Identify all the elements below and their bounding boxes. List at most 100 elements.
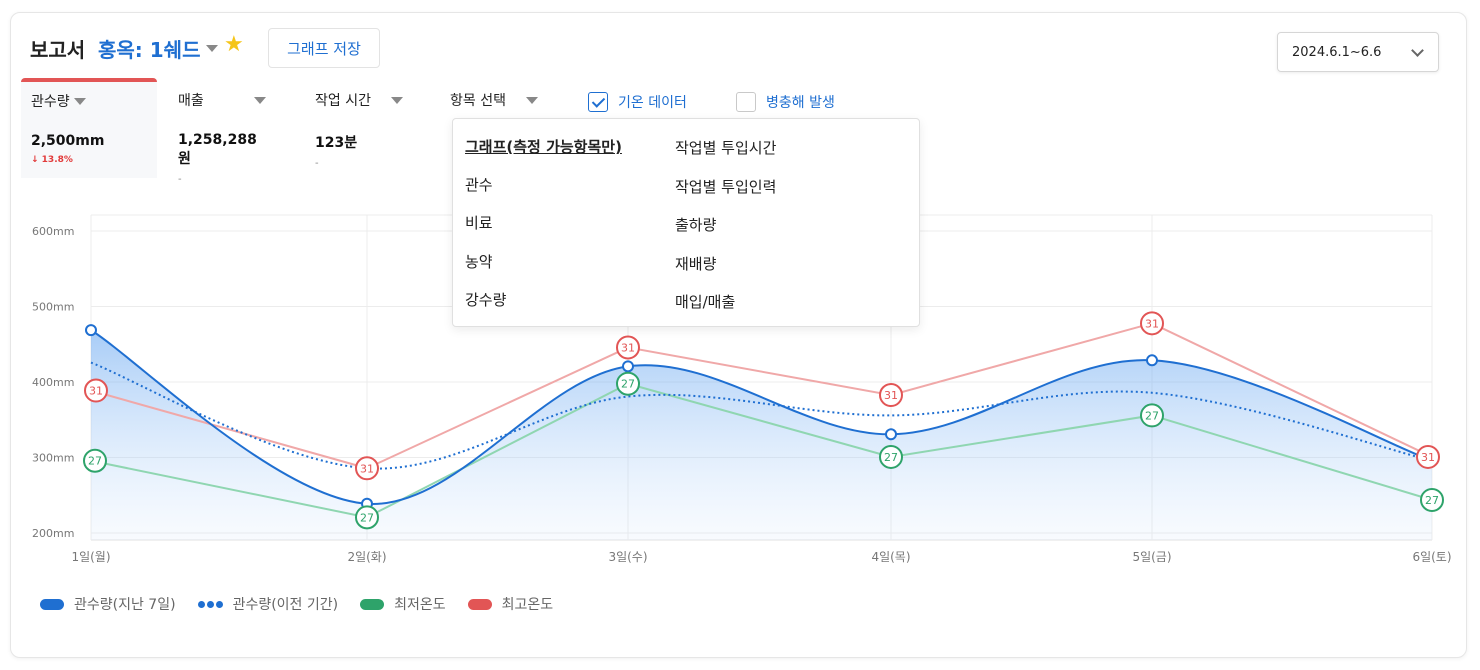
min-temp-label: 27 [88,455,102,468]
max-temp-point [616,335,640,360]
weather-data-checkbox[interactable]: 기온 데이터 [588,92,687,112]
min-temp-label: 27 [621,378,635,391]
crop-selector[interactable]: 홍옥: 1쉐드 [98,34,219,63]
min-temp-point [879,444,903,469]
legend-swatch [360,598,385,610]
metric-label: 매출 [178,93,204,109]
chart-legend: 관수량(지난 7일) 관수량(이전 기간) 최저온도 최고온도 [40,594,575,614]
metric-label: 작업 시간 [315,93,371,109]
series-min-temp-line [90,382,1433,519]
legend-label: 최저온도 [394,597,446,613]
page-title: 보고서 [30,38,86,62]
legend-dots-icon [197,600,223,608]
metric-value: 2,500mm [31,133,105,149]
checkbox-label: 기온 데이터 [618,95,687,111]
menu-item-work-staff[interactable]: 작업별 투입인력 [675,178,777,196]
x-tick-label: 1일(월) [71,550,110,564]
max-temp-label: 31 [1421,451,1435,464]
metric-value: 1,258,288원 [178,132,257,167]
caret-down-icon [254,96,266,104]
max-temp-label: 31 [360,462,374,475]
min-temp-point [1420,487,1444,512]
max-temp-point [1416,444,1440,469]
x-tick-label: 2일(화) [347,550,386,564]
min-temp-label: 27 [884,451,898,464]
max-temp-label: 31 [1145,317,1159,330]
menu-item-fertilizer[interactable]: 비료 [465,214,493,232]
checkbox-label: 병충해 발생 [766,95,835,111]
min-temp-label: 27 [360,511,374,524]
caret-down-icon [391,96,403,104]
max-temp-label: 31 [89,385,103,398]
legend-swatch [467,598,492,610]
save-graph-button[interactable]: 그래프 저장 [268,28,380,68]
max-temp-point [879,383,903,408]
x-tick-label: 3일(수) [608,550,647,564]
legend-item-max-temp[interactable]: 최고온도 [467,594,554,614]
menu-item-graph[interactable]: 그래프(측정 가능항목만) [465,138,622,156]
min-temp-label: 27 [1425,494,1439,507]
menu-item-pesticide[interactable]: 농약 [465,253,493,271]
series-max-temp-line [90,322,1433,470]
irrigation-point [885,428,897,441]
series-irrigation-7d-line [90,329,1433,505]
min-temp-point [616,371,640,396]
metric-label: 관수량 [31,94,70,110]
menu-item-work-hours[interactable]: 작업별 투입시간 [675,139,777,157]
max-temp-point [84,378,108,403]
metric-change: ↓ 13.8% [31,155,73,165]
series-irrigation-7d-area [91,330,1432,540]
metric-change: - [315,158,319,169]
caret-down-icon [526,96,538,104]
x-tick-label: 6일(토) [1412,550,1451,564]
pest-checkbox[interactable]: 병충해 발생 [736,92,835,112]
metric-tab-item-select[interactable]: 항목 선택 [440,78,548,178]
y-tick-label: 400mm [32,376,74,389]
menu-item-rainfall[interactable]: 강수량 [465,291,507,309]
legend-label: 관수량(지난 7일) [74,597,176,613]
star-icon[interactable]: ★ [224,32,244,57]
y-tick-label: 300mm [32,452,74,465]
metric-label: 항목 선택 [450,93,506,109]
date-range-value: 2024.6.1~6.6 [1292,44,1382,60]
series-irrigation-prev-line [90,361,1433,470]
irrigation-point [85,324,97,337]
metric-tab-sales[interactable]: 매출 1,258,288원 - [168,78,276,185]
irrigation-point [1146,354,1158,367]
menu-item-shipment[interactable]: 출하량 [675,216,717,234]
min-temp-label: 27 [1145,409,1159,422]
caret-down-icon [73,97,86,105]
max-temp-point [355,456,379,481]
checkbox-checked-icon [588,92,608,112]
y-tick-label: 500mm [32,301,74,314]
min-temp-point [1140,403,1164,428]
max-temp-label: 31 [884,389,898,402]
legend-item-irrigation-7d[interactable]: 관수량(지난 7일) [40,594,176,614]
legend-label: 관수량(이전 기간) [232,597,339,613]
checkbox-empty-icon [736,92,756,112]
item-select-menu: 그래프(측정 가능항목만) 관수 비료 농약 강수량 작업별 투입시간 작업별 … [452,118,920,327]
min-temp-point [83,448,107,473]
max-temp-label: 31 [621,341,635,354]
min-temp-point [355,505,379,530]
y-tick-label: 200mm [32,527,74,540]
legend-item-min-temp[interactable]: 최저온도 [360,594,446,614]
crop-label: 홍옥: 1쉐드 [98,38,201,62]
legend-label: 최고온도 [501,597,554,613]
x-tick-label: 5일(금) [1132,550,1171,564]
metric-tab-work-time[interactable]: 작업 시간 123분 - [305,78,413,178]
date-range-select[interactable]: 2024.6.1~6.6 [1277,32,1439,72]
x-tick-label: 4일(목) [871,550,910,564]
metric-value: 123분 [315,135,358,151]
metric-tab-irrigation[interactable]: 관수량 2,500mm ↓ 13.8% [21,78,157,178]
menu-item-irrigation[interactable]: 관수 [465,176,493,194]
irrigation-point [622,360,634,373]
menu-item-cultivation[interactable]: 재배량 [675,255,717,273]
menu-item-purchase-sales[interactable]: 매입/매출 [675,293,736,311]
y-tick-label: 600mm [32,225,74,238]
legend-item-irrigation-prev[interactable]: 관수량(이전 기간) [197,594,339,614]
metric-change: - [178,174,182,185]
legend-swatch [40,598,64,610]
caret-down-icon [206,45,219,52]
